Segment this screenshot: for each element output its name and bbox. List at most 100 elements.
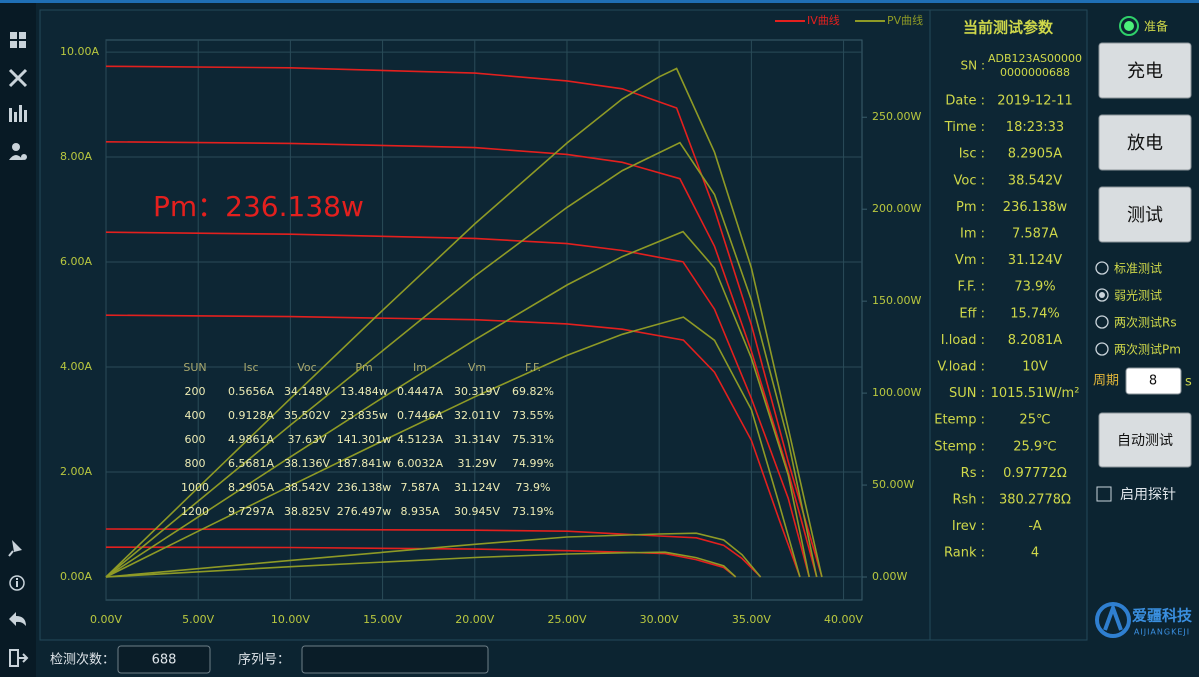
table-cell: 37.63V xyxy=(287,433,326,446)
table-header: Vm xyxy=(468,361,486,374)
param-value: 15.74% xyxy=(1010,306,1060,321)
table-cell: 187.841w xyxy=(337,457,391,470)
mode-radio[interactable] xyxy=(1095,342,1109,356)
param-label: Isc : xyxy=(959,147,985,162)
x-tick-label: 25.00V xyxy=(547,613,586,626)
param-label: Rank : xyxy=(944,546,985,561)
y-tick-label: 0.00A xyxy=(60,570,92,583)
action-button[interactable] xyxy=(1098,42,1192,99)
table-cell: 0.4447A xyxy=(397,385,443,398)
y2-tick-label: 150.00W xyxy=(872,294,921,307)
probe-checkbox[interactable] xyxy=(1096,486,1112,502)
param-label: SUN : xyxy=(949,386,985,401)
count-label: 检测次数： xyxy=(50,652,115,668)
x-tick-label: 5.00V xyxy=(182,613,214,626)
param-label: Rs : xyxy=(961,466,985,481)
table-cell: 4.5123A xyxy=(397,433,443,446)
table-cell: 75.31% xyxy=(512,433,554,446)
mode-radio[interactable] xyxy=(1095,261,1109,275)
mode-label[interactable]: 两次测试Pm xyxy=(1114,342,1181,357)
legend: IV曲线 PV曲线 xyxy=(775,13,923,27)
param-value: 2019-12-11 xyxy=(997,94,1073,109)
curve xyxy=(105,551,737,578)
param-value: 7.587A xyxy=(1012,227,1058,242)
table-cell: 8.2905A xyxy=(228,481,274,494)
count-box[interactable] xyxy=(117,645,211,674)
param-label: Date : xyxy=(945,94,985,109)
mode-radio[interactable] xyxy=(1095,288,1109,302)
param-label: I.load : xyxy=(941,333,985,348)
back-icon[interactable] xyxy=(9,612,26,626)
param-value: 0000000688 xyxy=(1000,66,1070,79)
table-cell: 7.587A xyxy=(400,481,439,494)
period-input[interactable] xyxy=(1125,367,1182,395)
table-cell: 73.9% xyxy=(516,481,551,494)
table-cell: 34.148V xyxy=(284,385,330,398)
table-header: Pm xyxy=(355,361,372,374)
mode-radio-dot xyxy=(1099,292,1105,298)
mode-radio[interactable] xyxy=(1095,315,1109,329)
auto-button[interactable] xyxy=(1098,412,1192,468)
x-tick-label: 30.00V xyxy=(640,613,679,626)
period-unit: s xyxy=(1185,375,1192,390)
mode-label[interactable]: 标准测试 xyxy=(1114,261,1162,276)
table-cell: 0.5656A xyxy=(228,385,274,398)
tools-icon[interactable] xyxy=(8,68,28,88)
action-button-label[interactable]: 放电 xyxy=(1127,133,1163,154)
table-cell: 30.319V xyxy=(454,385,500,398)
table-cell: 35.502V xyxy=(284,409,330,422)
table-cell: 38.136V xyxy=(284,457,330,470)
legend-label: IV曲线 xyxy=(807,13,840,27)
x-tick-label: 40.00V xyxy=(824,613,863,626)
param-title: 当前测试参数 xyxy=(963,19,1054,37)
user-icon[interactable] xyxy=(9,143,27,160)
x-tick-label: 0.00V xyxy=(90,613,122,626)
param-value: 18:23:33 xyxy=(1006,120,1064,135)
info-icon[interactable] xyxy=(9,575,25,591)
action-button-label[interactable]: 充电 xyxy=(1127,61,1163,82)
period-value: 8 xyxy=(1149,374,1157,389)
x-tick-label: 10.00V xyxy=(271,613,310,626)
status-text: 准备 xyxy=(1144,20,1168,34)
table-cell: 69.82% xyxy=(512,385,554,398)
table-cell: 13.484w xyxy=(340,385,388,398)
sidebar xyxy=(0,3,36,677)
table-cell: 31.314V xyxy=(454,433,500,446)
curve xyxy=(105,532,762,578)
table-header: Im xyxy=(413,361,427,374)
table-cell: 400 xyxy=(185,409,206,422)
table-cell: 73.19% xyxy=(512,505,554,518)
param-label: F.F. : xyxy=(957,280,985,295)
y-tick-label: 8.00A xyxy=(60,150,92,163)
table-cell: 9.7297A xyxy=(228,505,274,518)
action-button[interactable] xyxy=(1098,186,1192,243)
mode-label[interactable]: 两次测试Rs xyxy=(1114,315,1177,330)
action-button-label[interactable]: 测试 xyxy=(1127,205,1163,226)
probe-label[interactable]: 启用探针 xyxy=(1120,487,1176,503)
table-header: Voc xyxy=(297,361,316,374)
param-value: 10V xyxy=(1022,360,1048,375)
y2-tick-label: 100.00W xyxy=(872,386,921,399)
curve xyxy=(105,65,823,578)
action-button[interactable] xyxy=(1098,114,1192,171)
param-value: 38.542V xyxy=(1008,173,1062,188)
grid-icon[interactable] xyxy=(10,32,26,48)
table-cell: 38.542V xyxy=(284,481,330,494)
param-value: 25℃ xyxy=(1019,413,1050,428)
exit-icon[interactable] xyxy=(9,649,29,667)
logo-sub: AIJIANGKEJI xyxy=(1134,628,1190,637)
serial-box[interactable] xyxy=(301,645,489,674)
param-label: Pm : xyxy=(956,200,985,215)
mode-label[interactable]: 弱光测试 xyxy=(1114,288,1162,303)
stats-icon[interactable] xyxy=(9,105,27,122)
param-value: 8.2081A xyxy=(1008,333,1062,348)
table-cell: 0.7446A xyxy=(397,409,443,422)
pin-icon[interactable] xyxy=(8,540,22,557)
result-table: SUN Isc Voc Pm Im Vm F.F. 200 0.5656A 34.148V 13.4… xyxy=(181,361,554,518)
auto-button-label[interactable]: 自动测试 xyxy=(1117,433,1173,449)
chart-panel xyxy=(39,9,931,641)
curve xyxy=(105,316,801,578)
param-label: Voc : xyxy=(954,173,986,188)
sidebar-icons xyxy=(8,32,29,667)
